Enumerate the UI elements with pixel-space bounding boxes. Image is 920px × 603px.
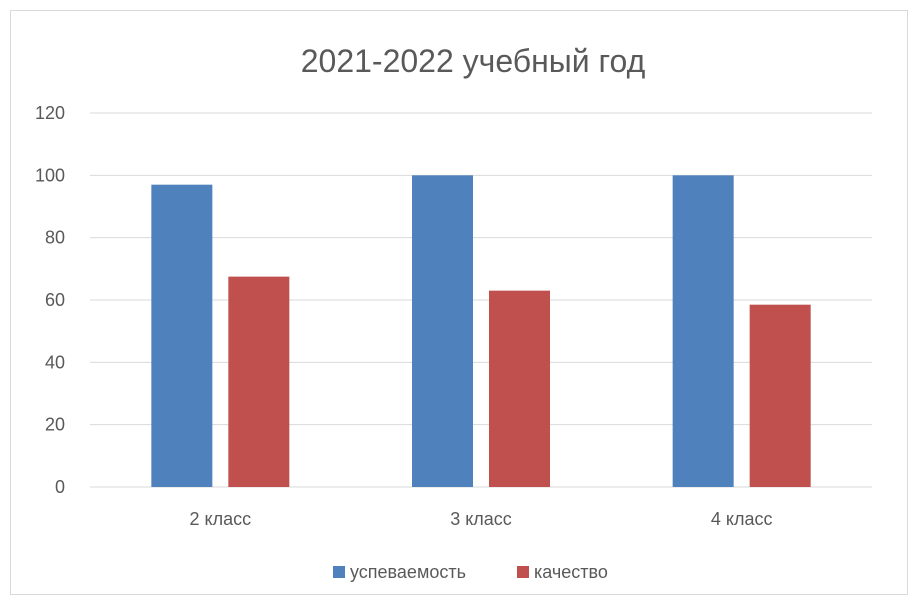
x-tick-label: 3 класс bbox=[450, 509, 512, 529]
legend-label: успеваемость bbox=[350, 562, 466, 582]
x-axis-ticks: 2 класс 3 класс 4 класс bbox=[190, 509, 773, 529]
bar-kachestvo-4 bbox=[749, 304, 811, 487]
y-tick-label: 60 bbox=[45, 290, 65, 310]
bar-uspevaemost-2 bbox=[151, 184, 213, 487]
y-tick-label: 40 bbox=[45, 352, 65, 372]
legend-swatch bbox=[517, 566, 529, 578]
chart-title: 2021-2022 учебный год bbox=[301, 43, 646, 79]
legend-swatch bbox=[333, 566, 345, 578]
bar-uspevaemost-3 bbox=[412, 175, 473, 488]
bar-uspevaemost-4 bbox=[672, 175, 734, 488]
y-tick-label: 100 bbox=[35, 165, 65, 185]
y-tick-label: 20 bbox=[45, 415, 65, 435]
bars bbox=[151, 175, 811, 488]
bar-kachestvo-3 bbox=[489, 290, 550, 487]
y-tick-label: 120 bbox=[35, 103, 65, 123]
x-tick-label: 4 класс bbox=[711, 509, 773, 529]
x-tick-label: 2 класс bbox=[190, 509, 252, 529]
y-tick-label: 80 bbox=[45, 228, 65, 248]
y-tick-label: 0 bbox=[55, 477, 65, 497]
legend: успеваемость качество bbox=[333, 562, 608, 582]
bar-kachestvo-2 bbox=[228, 276, 290, 487]
legend-label: качество bbox=[534, 562, 608, 582]
gridlines bbox=[90, 112, 872, 488]
y-axis-ticks: 0 20 40 60 80 100 120 bbox=[35, 103, 65, 497]
